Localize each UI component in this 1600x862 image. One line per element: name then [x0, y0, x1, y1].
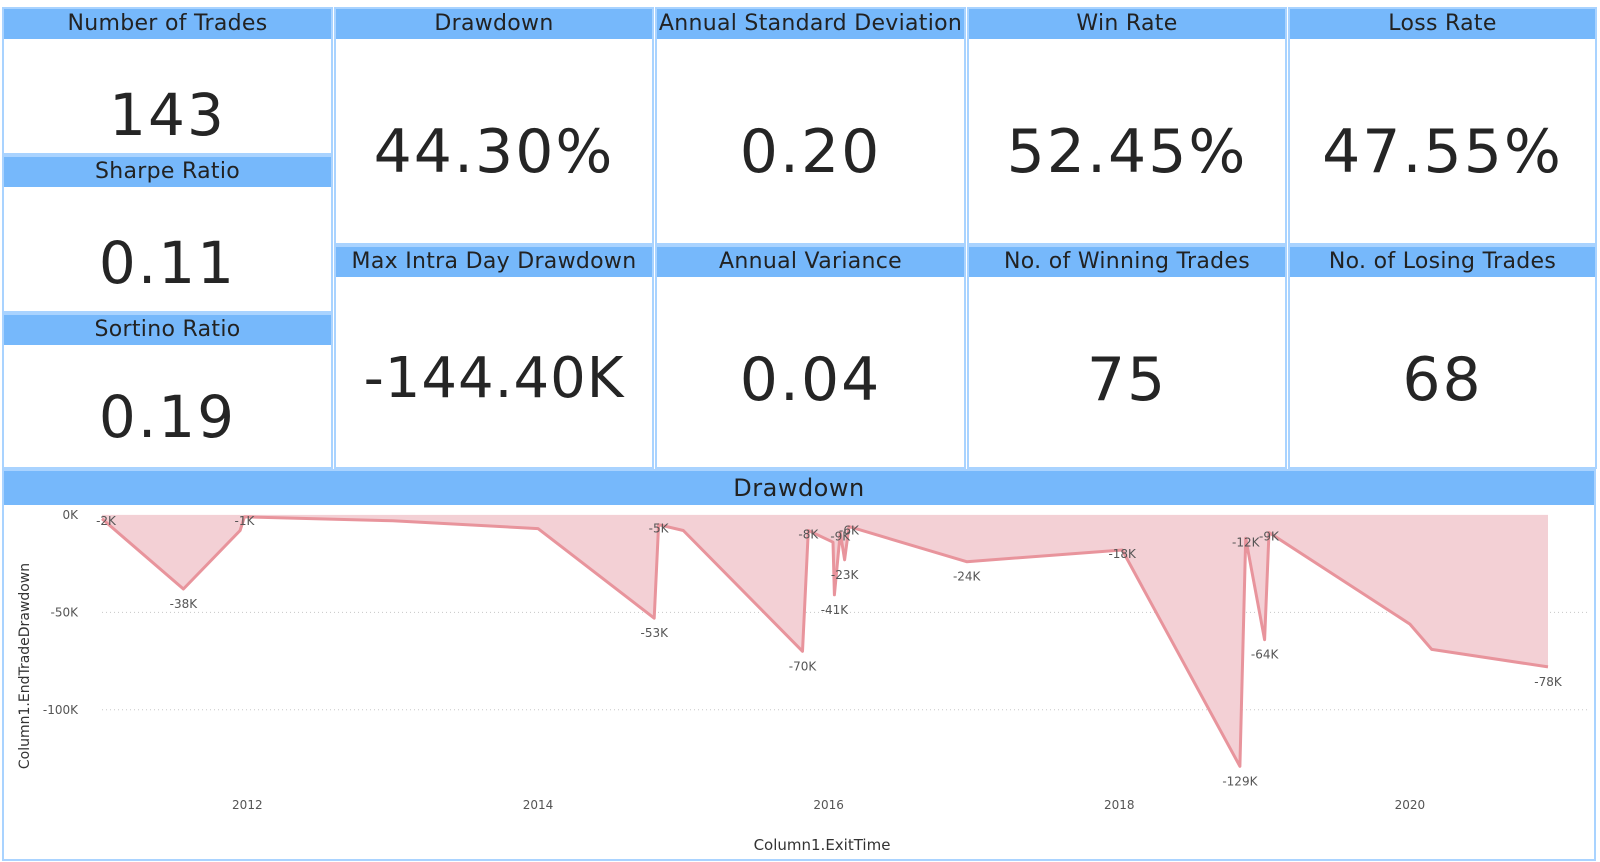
x-axis-title: Column1.ExitTime	[754, 836, 891, 854]
card-title: Annual Standard Deviation	[657, 9, 964, 39]
card-value: 0.20	[739, 117, 882, 187]
card-win-rate: Win Rate 52.45%	[967, 7, 1287, 245]
card-value: 44.30%	[373, 117, 615, 187]
card-value: 0.19	[98, 383, 237, 451]
drawdown-chart-panel: Drawdown 0K -50K -100K 2012 2014 2016 2018 2020…	[2, 469, 1596, 861]
data-label: -70K	[789, 659, 818, 673]
data-label: -78K	[1534, 675, 1563, 689]
card-loss-rate: Loss Rate 47.55%	[1288, 7, 1597, 245]
data-label: -41K	[821, 603, 850, 617]
card-value: -144.40K	[363, 346, 625, 411]
gridlines	[102, 611, 1588, 711]
card-max-intraday-drawdown: Max Intra Day Drawdown -144.40K	[334, 245, 654, 469]
data-label: -12K	[1232, 535, 1261, 549]
card-title: No. of Losing Trades	[1290, 247, 1595, 277]
data-label: -2K	[96, 514, 117, 528]
chart-title: Drawdown	[4, 471, 1594, 505]
x-tick-label: 2014	[523, 798, 554, 812]
data-label: -23K	[831, 568, 860, 582]
card-title: Drawdown	[336, 9, 652, 39]
data-label: -1K	[234, 514, 255, 528]
y-tick-label: 0K	[62, 508, 79, 522]
data-label: -64K	[1251, 648, 1280, 662]
card-value: 68	[1402, 345, 1483, 415]
drawdown-area	[102, 514, 1548, 767]
card-annual-variance: Annual Variance 0.04	[655, 245, 966, 469]
card-title: Number of Trades	[4, 9, 331, 39]
card-value: 143	[109, 81, 226, 149]
y-tick-label: -100K	[43, 703, 79, 717]
card-title: No. of Winning Trades	[969, 247, 1285, 277]
card-annual-std-dev: Annual Standard Deviation 0.20	[655, 7, 966, 245]
data-label: -9K	[1259, 529, 1280, 543]
data-label: -8K	[798, 528, 819, 542]
x-tick-label: 2012	[232, 798, 263, 812]
x-tick-label: 2018	[1104, 798, 1135, 812]
card-number-of-trades: Number of Trades 143	[2, 7, 333, 155]
drawdown-line	[101, 515, 1549, 768]
data-label: -24K	[953, 570, 982, 584]
card-value: 75	[1086, 345, 1168, 415]
data-label: -9K	[830, 529, 851, 543]
card-title: Sharpe Ratio	[4, 157, 331, 187]
y-axis-title: Column1.EndTradeDrawdown	[17, 563, 33, 769]
x-tick-label: 2016	[813, 798, 844, 812]
card-drawdown: Drawdown 44.30%	[334, 7, 654, 245]
card-value: 0.04	[739, 345, 882, 415]
data-label: -18K	[1108, 547, 1137, 561]
card-title: Annual Variance	[657, 247, 964, 277]
card-title: Loss Rate	[1290, 9, 1595, 39]
x-tick-label: 2020	[1395, 798, 1426, 812]
card-value: 52.45%	[1006, 117, 1248, 187]
card-title: Win Rate	[969, 9, 1285, 39]
data-label: -6K	[839, 524, 860, 538]
data-label: -129K	[1222, 774, 1258, 788]
y-tick-label: -50K	[51, 605, 80, 619]
area-layer	[101, 514, 1549, 768]
card-title: Sortino Ratio	[4, 315, 331, 345]
data-labels: -2K -38K -1K -53K -5K -70K -8K -41K -9K -23K -6K -2…	[96, 514, 1563, 788]
data-label: -38K	[170, 597, 199, 611]
tick-labels: 0K -50K -100K 2012 2014 2016 2018 2020	[43, 508, 1425, 812]
card-sortino-ratio: Sortino Ratio 0.19	[2, 313, 333, 469]
data-label: -53K	[641, 626, 670, 640]
card-winning-trades: No. of Winning Trades 75	[967, 245, 1287, 469]
card-title: Max Intra Day Drawdown	[336, 247, 652, 277]
card-sharpe-ratio: Sharpe Ratio 0.11	[2, 155, 333, 313]
data-label: -5K	[649, 522, 670, 536]
card-value: 0.11	[98, 229, 237, 297]
card-value: 47.55%	[1322, 117, 1563, 187]
card-losing-trades: No. of Losing Trades 68	[1288, 245, 1597, 469]
